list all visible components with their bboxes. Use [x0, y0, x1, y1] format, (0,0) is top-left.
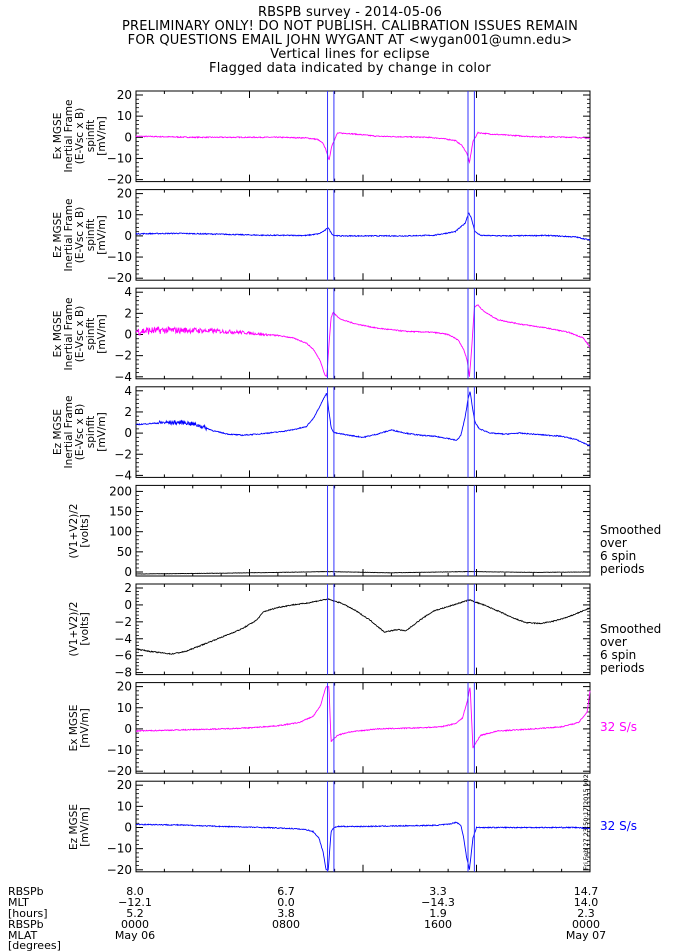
y-tick-label: −4	[114, 468, 132, 482]
y-tick-label: −6	[114, 649, 132, 663]
footer-label: [degrees]	[8, 939, 61, 952]
panel-frame	[135, 682, 591, 774]
y-tick-label: 10	[117, 109, 132, 123]
footer-col-value: 0000	[572, 918, 600, 931]
version-stamp: Fri Feb 27 23:50:17 2015 v02	[582, 774, 590, 870]
y-tick-label: 150	[109, 505, 132, 519]
y-tick-label: −10	[107, 250, 132, 264]
y-tick-label: −20	[107, 863, 132, 877]
title-line: RBSPB survey - 2014-05-06	[257, 5, 443, 20]
y-tick-label: 0	[124, 229, 132, 243]
footer-col-value: 0000	[121, 918, 149, 931]
footer-label: [hours]	[8, 907, 48, 920]
y-axis-label: Ex MGSE Inertial Frame (E-Vsc x B) spinf…	[51, 297, 108, 370]
note-line: Vertical lines for eclipse	[270, 47, 430, 62]
y-tick-label: −8	[114, 666, 132, 680]
y-tick-label: 2	[124, 306, 132, 320]
y-tick-label: 0	[124, 130, 132, 144]
footer-col-value: 14.0	[573, 896, 599, 909]
series-line	[135, 391, 591, 447]
series-line	[135, 598, 591, 655]
y-tick-label: 0	[124, 328, 132, 342]
panel-side-label: 32 S/s	[600, 818, 637, 833]
y-tick-label: 2	[124, 581, 132, 595]
note-line: Flagged data indicated by change in colo…	[209, 61, 491, 76]
footer-col-value: −12.1	[118, 896, 152, 909]
y-tick-label: 10	[117, 208, 132, 222]
series-line	[135, 821, 591, 871]
panel-side-label: 32 S/s	[600, 719, 637, 734]
y-tick-label: −4	[114, 370, 132, 384]
footer-label: MLT	[8, 896, 29, 909]
footer-label: RBSPb	[8, 918, 44, 931]
footer-col-value: 8.0	[126, 885, 144, 898]
y-tick-label: −20	[107, 764, 132, 778]
y-tick-label: 20	[117, 187, 132, 201]
series-line	[135, 686, 591, 749]
footer-label: MLAT	[8, 929, 38, 942]
y-tick-label: 100	[109, 525, 132, 539]
y-axis-label: (V1+V2)/2 [volts]	[68, 503, 91, 559]
y-axis-label: (V1+V2)/2 [volts]	[68, 601, 91, 657]
y-axis-label: Ex MGSE Inertial Frame (E-Vsc x B) spinf…	[51, 99, 108, 173]
y-tick-label: 0	[124, 821, 132, 835]
y-tick-label: 0	[124, 565, 132, 579]
y-tick-label: 20	[117, 680, 132, 694]
y-tick-label: −4	[114, 632, 132, 646]
y-tick-label: 10	[117, 701, 132, 715]
y-tick-label: 4	[124, 285, 132, 299]
series-line	[136, 571, 591, 575]
footer-col-value: 3.3	[429, 885, 447, 898]
series-line	[135, 304, 591, 377]
y-tick-label: −2	[114, 615, 132, 629]
panel-frame	[135, 386, 591, 478]
footer-col-value: May 07	[565, 929, 607, 942]
y-tick-label: −2	[114, 447, 132, 461]
y-tick-label: −10	[107, 842, 132, 856]
panel-frame	[135, 484, 591, 577]
y-tick-label: −20	[107, 271, 132, 285]
footer-col-value: 5.2	[126, 907, 144, 920]
footer-col-value: 3.8	[277, 907, 295, 920]
footer-col-value: 1600	[424, 918, 452, 931]
y-tick-label: 20	[117, 778, 132, 792]
footer-col-value: May 06	[114, 929, 156, 942]
y-tick-label: 20	[117, 88, 132, 102]
footer-col-value: 2.3	[577, 907, 595, 920]
y-tick-label: 50	[117, 545, 132, 559]
y-tick-label: 0	[124, 426, 132, 440]
y-tick-label: 4	[124, 384, 132, 398]
y-tick-label: 0	[124, 722, 132, 736]
footer-col-value: 1.9	[429, 907, 447, 920]
contact-line: FOR QUESTIONS EMAIL JOHN WYGANT AT <wyga…	[127, 33, 573, 48]
y-axis-label: Ez MGSE Inertial Frame (E-Vsc x B) spinf…	[51, 198, 108, 272]
y-axis-label: Ez MGSE [mV/m]	[68, 803, 91, 850]
y-axis-label: Ex MGSE [mV/m]	[68, 704, 91, 752]
chart-header: RBSPB survey - 2014-05-06 PRELIMINARY ON…	[0, 6, 700, 76]
series-line	[135, 212, 591, 241]
y-tick-label: −20	[107, 173, 132, 187]
panel-frame	[135, 287, 591, 380]
y-tick-label: 2	[124, 405, 132, 419]
y-tick-label: −10	[107, 743, 132, 757]
y-tick-label: 0	[124, 598, 132, 612]
y-tick-label: 200	[109, 484, 132, 498]
panel-frame	[135, 583, 591, 676]
footer-col-value: 0800	[272, 918, 300, 931]
footer-col-value: 0.0	[277, 896, 295, 909]
y-tick-label: −10	[107, 151, 132, 165]
y-axis-label: Ez MGSE Inertial Frame (E-Vsc x B) spinf…	[51, 395, 108, 469]
footer-col-value: 14.7	[573, 885, 599, 898]
footer-col-value: −14.3	[421, 896, 455, 909]
warning-line: PRELIMINARY ONLY! DO NOT PUBLISH. CALIBR…	[121, 19, 579, 34]
y-tick-label: −2	[114, 349, 132, 363]
series-line	[135, 131, 591, 165]
panel-side-label: Smoothed over 6 spin periods	[600, 621, 662, 675]
footer-col-value: 6.7	[277, 885, 295, 898]
panel-side-label: Smoothed over 6 spin periods	[600, 523, 662, 576]
footer-label: RBSPb	[8, 885, 44, 898]
y-tick-label: 10	[117, 799, 132, 813]
